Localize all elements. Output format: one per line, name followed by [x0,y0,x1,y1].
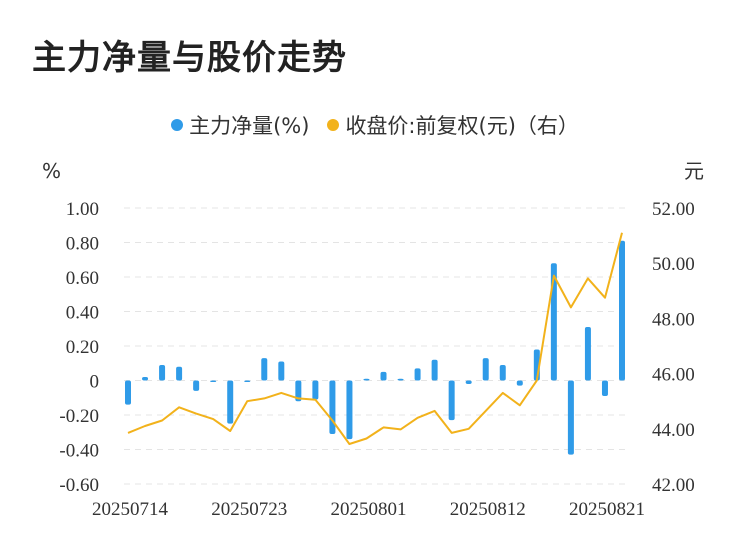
x-axis-tick-label: 20250801 [330,499,406,520]
left-axis-tick-label: 0.60 [66,268,99,289]
right-axis-tick-label: 46.00 [652,365,695,386]
close-price-line-group [127,232,623,445]
legend-item-close-price[interactable]: 收盘价:前复权(元)（右） [327,110,579,140]
net-volume-bar [516,380,523,386]
net-volume-bar [550,263,557,381]
left-axis: 1.00 0.80 0.60 0.40 0.20 0 -0.20 -0.40 -0.60% [42,159,99,496]
chart-legend: 主力净量(%) 收盘价:前复权(元)（右） [0,110,750,140]
net-volume-bar [329,380,336,434]
net-volume-bar [227,380,234,424]
net-volume-bar [176,366,183,381]
net-volume-bar [601,380,608,397]
net-volume-bar [448,380,455,421]
left-axis-tick-label: 0.40 [66,303,99,324]
right-axis-tick-label: 42.00 [652,475,695,496]
right-axis-tick-label: 44.00 [652,420,695,441]
right-axis-tick-label: 50.00 [652,254,695,275]
net-volume-bar [397,378,404,381]
legend-label-net-volume: 主力净量(%) [189,114,310,138]
net-volume-bar [499,364,506,381]
net-volume-bar [346,380,353,440]
net-volume-bar [363,378,370,381]
net-volume-bar [193,380,200,391]
left-axis-tick-label: 0.80 [66,234,99,255]
net-volume-bar [414,368,421,381]
left-axis-tick-label: -0.20 [59,406,99,427]
x-axis-tick-label: 20250821 [569,499,645,520]
net-volume-bar [295,380,302,402]
net-volume-bar [125,380,131,405]
net-volume-bar [380,371,387,381]
left-axis-unit: % [42,159,61,183]
net-volume-bar [278,361,285,381]
x-axis-tick-label: 20250714 [92,499,169,520]
net-volume-bar [584,327,591,381]
net-volume-bar [261,358,268,381]
net-volume-bar [431,359,438,381]
net-volume-bar [159,364,166,381]
right-axis: 52.00 50.00 48.00 46.00 44.00 42.00 元 [652,159,704,496]
net-volume-bar [244,380,251,382]
legend-item-net-volume[interactable]: 主力净量(%) [171,110,309,140]
left-axis-tick-label: -0.60 [59,475,99,496]
right-axis-tick-label: 48.00 [652,309,695,330]
net-volume-bar [619,240,625,381]
net-volume-bar [567,380,574,455]
x-axis-tick-label: 20250812 [450,499,526,520]
left-axis-tick-label: 0 [90,372,100,393]
left-axis-tick-label: 0.20 [66,337,99,358]
left-axis-tick-label: -0.40 [59,441,99,462]
grid-lines [124,207,626,485]
x-axis: 20250714 20250723 20250801 20250812 20250821 [92,499,645,520]
net-volume-bar [465,380,472,384]
net-volume-bar [210,380,217,382]
legend-label-close-price: 收盘价:前复权(元)（右） [345,114,579,138]
right-axis-unit: 元 [684,159,704,183]
net-volume-bars [125,240,625,455]
net-volume-bar [142,377,149,381]
close-price-legend-dot-icon [327,119,340,131]
close-price-line [127,232,623,445]
right-axis-tick-label: 52.00 [652,199,695,220]
x-axis-tick-label: 20250723 [211,499,287,520]
net-volume-bar [312,380,319,400]
chart-title: 主力净量与股价走势 [32,38,347,78]
left-axis-tick-label: 1.00 [66,199,99,220]
net-volume-bar [482,358,489,381]
net-volume-legend-dot-icon [171,119,184,131]
